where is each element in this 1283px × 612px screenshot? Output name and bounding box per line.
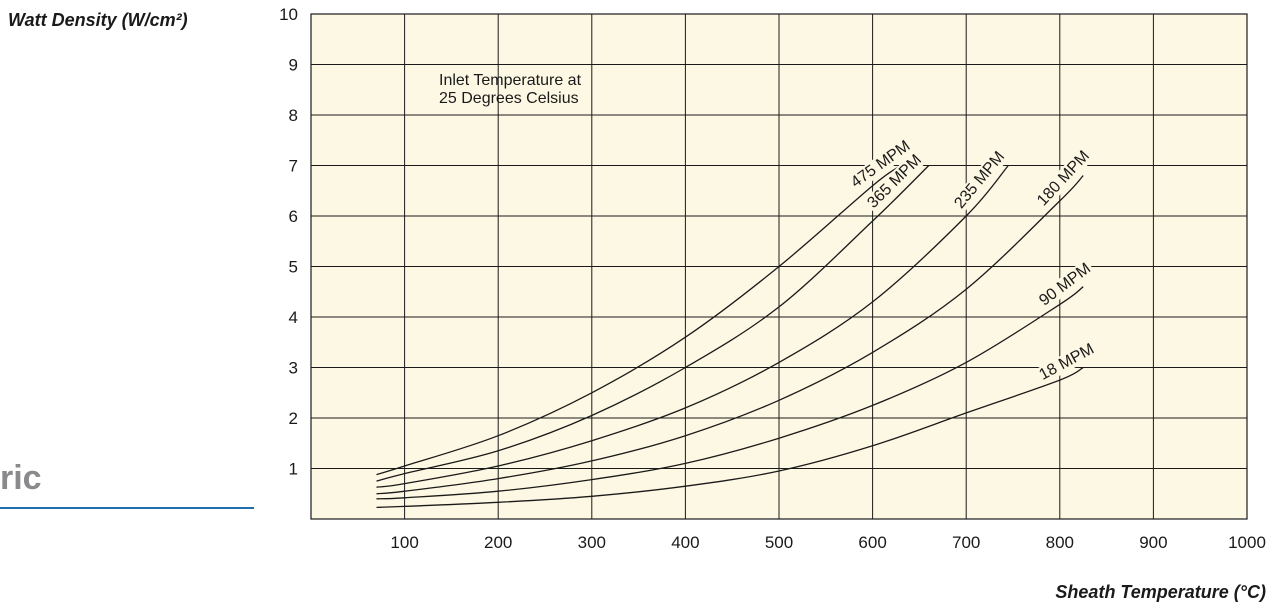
series-label-halo-18-mpm bbox=[1034, 339, 1099, 385]
side-text-fragment: ric bbox=[0, 459, 42, 497]
series-label-halo-90-mpm bbox=[1034, 258, 1096, 311]
series-label-halo-475-mpm bbox=[846, 136, 916, 193]
x-tick-label-700: 700 bbox=[952, 533, 980, 552]
y-tick-label-10: 10 bbox=[279, 5, 298, 24]
y-tick-label-5: 5 bbox=[289, 258, 298, 277]
series-line-365-mpm bbox=[376, 165, 930, 482]
y-tick-label-3: 3 bbox=[289, 359, 298, 378]
series-line-18-mpm bbox=[376, 366, 1084, 509]
y-tick-label-8: 8 bbox=[289, 106, 298, 125]
x-tick-label-900: 900 bbox=[1139, 533, 1167, 552]
series-line-475-mpm bbox=[376, 164, 902, 476]
x-tick-label-300: 300 bbox=[578, 533, 606, 552]
y-tick-label-2: 2 bbox=[289, 409, 298, 428]
series-lines bbox=[376, 164, 1084, 509]
x-tick-label-600: 600 bbox=[858, 533, 886, 552]
y-tick-label-1: 1 bbox=[289, 460, 298, 479]
series-label-halo-365-mpm bbox=[862, 150, 927, 214]
series-line-235-mpm bbox=[376, 165, 1009, 488]
annotation-line-2: 25 Degrees Celsius bbox=[439, 90, 579, 107]
x-tick-labels: 100 200 300 400 500 600 700 800 900 1000 bbox=[390, 533, 1266, 552]
y-tick-label-6: 6 bbox=[289, 207, 298, 226]
y-tick-labels: 1 2 3 4 5 6 7 8 9 10 bbox=[279, 5, 298, 479]
x-tick-label-500: 500 bbox=[765, 533, 793, 552]
x-tick-label-200: 200 bbox=[484, 533, 512, 552]
series-label-halo-180-mpm bbox=[1032, 146, 1095, 211]
series-label-halo-235-mpm bbox=[950, 146, 1010, 214]
series-line-180-mpm bbox=[376, 175, 1084, 495]
y-axis-title: Watt Density (W/cm²) bbox=[8, 10, 188, 30]
x-tick-label-800: 800 bbox=[1046, 533, 1074, 552]
x-tick-label-100: 100 bbox=[390, 533, 418, 552]
y-tick-label-7: 7 bbox=[289, 157, 298, 176]
y-tick-label-9: 9 bbox=[289, 56, 298, 75]
annotation-line-1: Inlet Temperature at bbox=[439, 72, 582, 89]
x-tick-label-1000: 1000 bbox=[1228, 533, 1266, 552]
plot-frame bbox=[310, 13, 1248, 520]
x-tick-label-400: 400 bbox=[671, 533, 699, 552]
series-line-90-mpm bbox=[376, 286, 1084, 500]
x-axis-title: Sheath Temperature (°C) bbox=[1055, 582, 1266, 602]
y-tick-label-4: 4 bbox=[289, 308, 298, 327]
